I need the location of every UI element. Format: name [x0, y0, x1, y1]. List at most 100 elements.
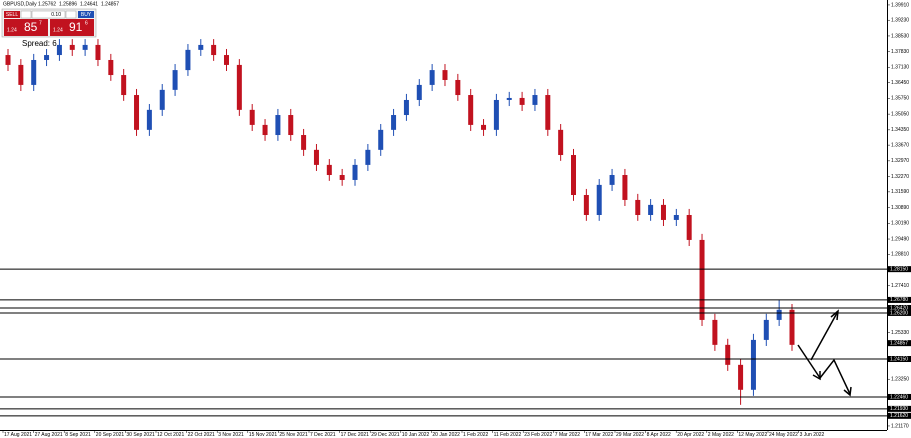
candle-body	[699, 239, 705, 320]
y-tick-label: 1.35050	[891, 111, 909, 117]
y-tick-label: 1.34350	[891, 127, 909, 133]
buy-button[interactable]	[78, 11, 94, 18]
level-tag	[888, 296, 911, 303]
candle-body	[185, 49, 191, 71]
y-tick-label: 1.32970	[891, 158, 909, 164]
candle-body	[558, 129, 564, 156]
lot-down[interactable]	[20, 10, 32, 19]
buy-label: BUY	[81, 12, 92, 18]
candle-body	[249, 109, 255, 125]
candle-body	[648, 204, 654, 215]
buy-price-big: 1.24	[53, 27, 63, 33]
x-tick-label: 8 Apr 2022	[647, 432, 671, 438]
y-tick-label: 1.38530	[891, 33, 909, 39]
lot-value: 0.10	[51, 12, 61, 18]
candle-body	[146, 109, 152, 130]
sell-price-box[interactable]	[4, 19, 48, 36]
candle-body	[236, 64, 242, 110]
candle-body	[519, 97, 525, 105]
y-tick-label: 1.30890	[891, 205, 909, 211]
header-value: 1.24641	[80, 1, 98, 7]
sell-button[interactable]	[4, 11, 20, 18]
candle-body	[712, 319, 718, 345]
y-tick-label: 1.28810	[891, 252, 909, 258]
candle-body	[82, 44, 88, 50]
x-tick-label: 25 Nov 2021	[279, 432, 308, 438]
candle-body	[288, 115, 294, 136]
arrow-head	[812, 371, 821, 381]
candle-body	[545, 95, 551, 130]
candle-body	[622, 175, 628, 200]
candle-body	[69, 44, 75, 50]
candle-body	[455, 79, 461, 96]
candle-body	[442, 70, 448, 80]
y-tick-label: 1.30190	[891, 221, 909, 227]
x-tick-label: 12 Oct 2021	[157, 432, 184, 438]
candle-body	[31, 59, 37, 85]
candle-body	[403, 99, 409, 116]
candle-body	[609, 175, 615, 185]
candle-body	[172, 70, 178, 90]
level-label: 1.24150	[890, 356, 908, 362]
level-label: 1.26200	[890, 310, 908, 316]
y-tick-label: 1.35750	[891, 96, 909, 102]
y-tick-label: 1.25330	[891, 330, 909, 336]
level-tag	[888, 309, 911, 316]
candle-body	[725, 344, 731, 365]
candle-body	[468, 95, 474, 125]
x-tick-label: 30 Sep 2021	[126, 432, 155, 438]
candle-body	[262, 124, 268, 136]
candle-body	[738, 364, 744, 390]
x-tick-label: 29 Mar 2022	[616, 432, 644, 438]
x-tick-label: 22 Oct 2021	[188, 432, 215, 438]
candle-body	[635, 199, 641, 215]
x-tick-label: 12 May 2022	[738, 432, 767, 438]
arrow	[819, 358, 851, 395]
plot-area	[5, 39, 795, 405]
x-tick-label: 7 Mar 2022	[555, 432, 581, 438]
candle-body	[5, 55, 11, 65]
buy-price-point: 6	[85, 20, 88, 26]
x-tick-label: 11 Feb 2022	[494, 432, 522, 438]
candle-body	[583, 195, 589, 215]
y-tick-label: 1.21170	[891, 423, 909, 429]
candle-body	[121, 75, 127, 96]
x-tick-label: 1 Feb 2022	[463, 432, 489, 438]
candle-body	[134, 95, 140, 130]
candle-body	[776, 309, 782, 320]
x-tick-label: 3 Jun 2022	[800, 432, 825, 438]
current-price-tag	[888, 340, 911, 347]
candle-body	[223, 55, 229, 65]
arrow	[797, 344, 821, 379]
x-tick-label: 24 May 2022	[769, 432, 798, 438]
lot-up[interactable]	[65, 10, 77, 19]
forecast-arrows	[797, 309, 852, 397]
y-tick-label: 1.37830	[891, 49, 909, 55]
y-tick-label: 1.39910	[891, 2, 909, 8]
candle-body	[506, 97, 512, 100]
candle-body	[275, 115, 281, 136]
x-tick-label: 29 Dec 2021	[371, 432, 400, 438]
header-value: 1.25762	[38, 1, 56, 7]
x-tick-label: 17 Dec 2021	[341, 432, 370, 438]
buy-price-box[interactable]	[50, 19, 94, 36]
x-tick-label: 17 Mar 2022	[585, 432, 613, 438]
y-tick-label: 1.31590	[891, 189, 909, 195]
header-value: 1.24857	[101, 1, 119, 7]
x-tick-label: 3 Nov 2021	[218, 432, 244, 438]
arrow	[810, 312, 838, 361]
candle-body	[378, 129, 384, 150]
candle-body	[326, 164, 332, 176]
candle-body	[481, 124, 487, 130]
sell-label: SELL	[6, 12, 18, 18]
x-tick-label: 8 Sep 2021	[65, 432, 91, 438]
candle-body	[750, 339, 756, 390]
candle-body	[301, 135, 307, 150]
candle-body	[763, 319, 769, 340]
header-ohlc: 1.25762 1.25896 1.24641 1.24857	[38, 1, 119, 7]
arrow-head	[830, 309, 839, 321]
lot-input[interactable]	[31, 10, 66, 19]
x-tick-label: 20 Jan 2022	[432, 432, 460, 438]
